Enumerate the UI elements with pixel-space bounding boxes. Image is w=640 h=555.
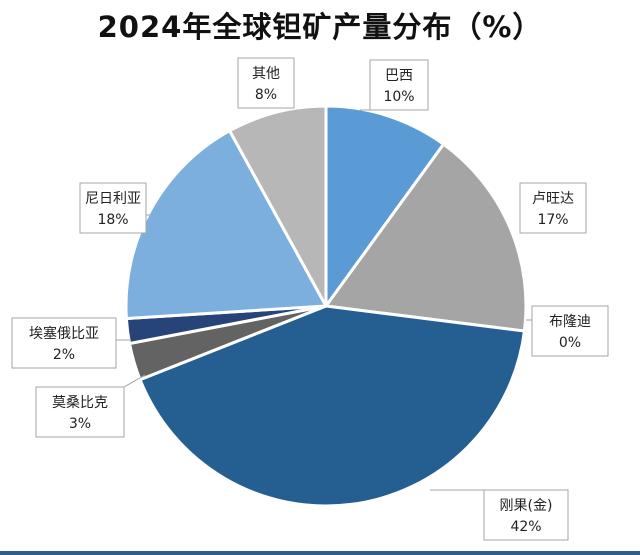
slice-name-label: 刚果(金) xyxy=(500,498,553,514)
callout-box xyxy=(35,386,125,438)
slice-name-label: 卢旺达 xyxy=(532,191,574,207)
pie-slice-7 xyxy=(227,104,328,307)
slice-value-label: 10% xyxy=(383,89,414,105)
slice-value-label: 42% xyxy=(510,519,541,535)
callout-box xyxy=(369,59,429,111)
callout-box xyxy=(79,182,147,234)
slice-name-label: 尼日利亚 xyxy=(85,191,141,207)
slice-name-label: 布隆迪 xyxy=(549,314,591,330)
callout-box xyxy=(11,317,117,369)
slice-value-label: 2% xyxy=(53,347,75,363)
chart-title: 2024年全球钽矿产量分布（%） xyxy=(97,10,543,44)
slice-name-label: 莫桑比克 xyxy=(52,395,108,411)
slice-value-label: 8% xyxy=(255,87,277,103)
slice-name-label: 埃塞俄比亚 xyxy=(29,325,99,342)
pie-slice-6 xyxy=(124,128,329,321)
slice-value-label: 17% xyxy=(537,212,568,228)
pie-slice-0 xyxy=(324,104,446,311)
leader-line xyxy=(123,374,146,388)
slice-value-label: 18% xyxy=(97,212,128,228)
pie-slice-3 xyxy=(138,304,527,508)
slice-name-label: 巴西 xyxy=(385,68,413,84)
bottom-accent-bar xyxy=(0,551,640,555)
slice-value-label: 0% xyxy=(559,335,581,351)
slice-value-label: 3% xyxy=(69,416,91,432)
pie-slice-1 xyxy=(323,142,528,333)
callout-box xyxy=(519,182,587,234)
callout-box xyxy=(483,489,569,541)
slice-name-label: 其他 xyxy=(252,66,280,82)
callout-box xyxy=(237,57,295,109)
callout-box xyxy=(531,305,609,357)
